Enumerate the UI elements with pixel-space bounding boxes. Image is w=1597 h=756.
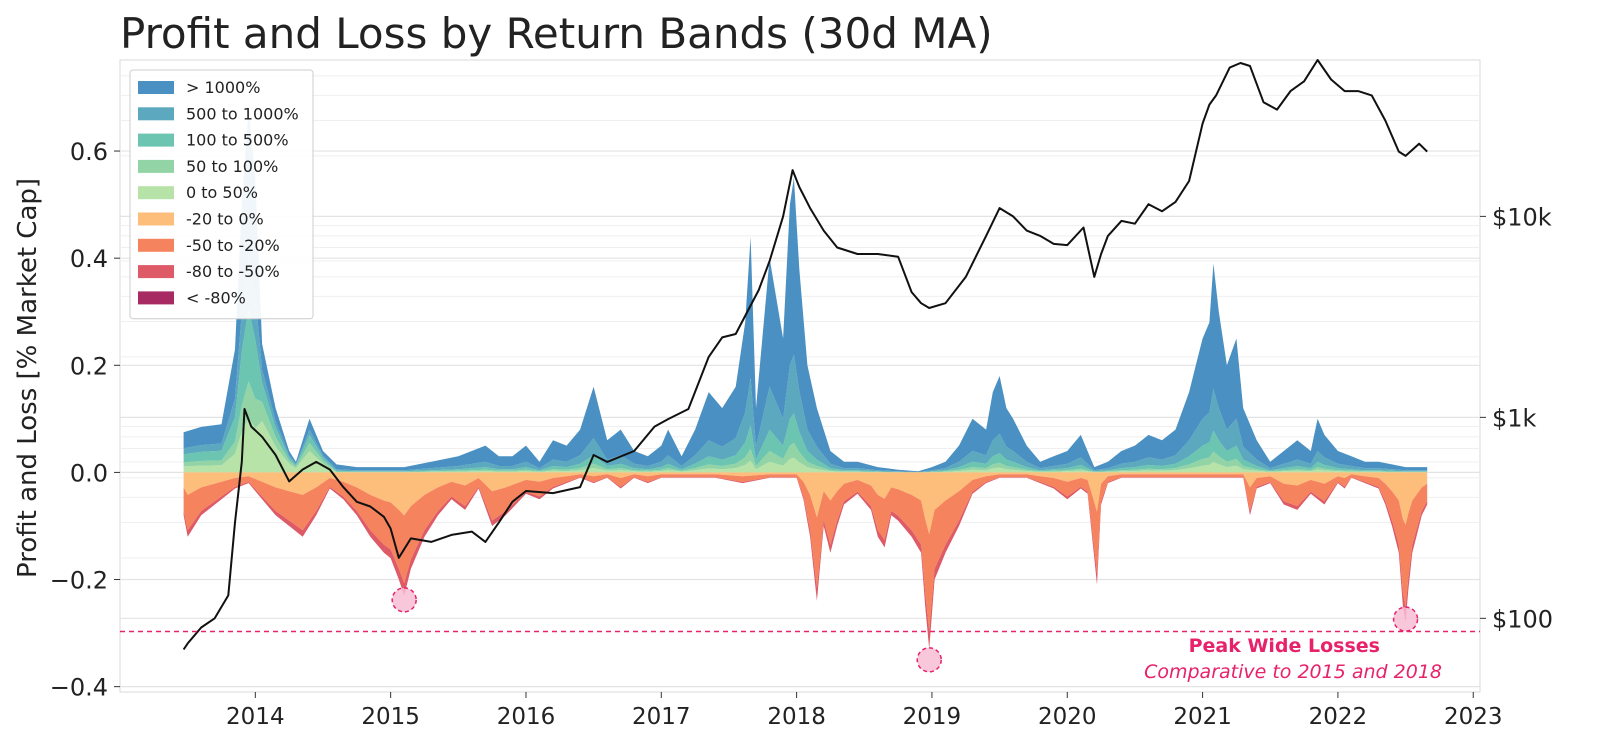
profit-band-4 (183, 108, 1428, 472)
price-tick-label: $100 (1492, 605, 1553, 633)
annotation-subtitle: Comparative to 2015 and 2018 (1144, 661, 1442, 683)
legend-swatch (138, 212, 174, 226)
plot-area: −0.4 −0.2 0.0 0.2 0.4 0.6 $100 $1k $10k 2014 2015 2… (50, 59, 1553, 730)
y-tick-label: −0.4 (50, 674, 108, 702)
legend-swatch (138, 238, 174, 252)
loss-band-1 (183, 474, 1428, 632)
legend-swatch (138, 186, 174, 200)
legend-label: 50 to 100% (186, 157, 278, 176)
annotation-group: Peak Wide Losses Comparative to 2015 and… (120, 587, 1480, 683)
peak-loss-marker (1392, 606, 1419, 632)
x-tick-label: 2017 (632, 704, 691, 730)
legend-label: -20 to 0% (186, 210, 264, 229)
legend-label: -50 to -20% (186, 236, 280, 255)
price-tick-label: $1k (1492, 404, 1537, 432)
legend-swatch (138, 133, 174, 147)
profit-band-3 (183, 253, 1428, 473)
legend-swatch (138, 265, 174, 279)
price-tick-label: $10k (1492, 203, 1552, 231)
legend-label: < -80% (186, 288, 246, 307)
legend-swatch (138, 81, 174, 94)
legend-label: -80 to -50% (186, 262, 280, 281)
y-tick-label: 0.6 (70, 138, 108, 166)
x-tick-label: 2018 (767, 704, 826, 730)
legend-label: > 1000% (186, 78, 260, 97)
x-tick-label: 2016 (497, 704, 556, 730)
y-tick-label: 0.4 (70, 245, 108, 273)
y-tick-label: −0.2 (50, 567, 108, 595)
y-tick-label: 0.0 (70, 459, 108, 487)
chart-title: Profit and Loss by Return Bands (30d MA) (120, 9, 993, 58)
y-axis-label: Profit and Loss [% Market Cap] (13, 178, 43, 578)
legend-label: 100 to 500% (186, 131, 289, 150)
price-line (182, 59, 1428, 651)
legend: > 1000% 500 to 1000% 100 to 500% 50 to 100%… (129, 69, 314, 320)
x-tick-label: 2021 (1173, 704, 1232, 730)
x-tick-label: 2015 (361, 704, 420, 730)
peak-loss-marker (391, 587, 417, 613)
legend-label: 0 to 50% (186, 183, 258, 202)
y-tick-label: 0.2 (70, 352, 108, 380)
loss-band-0 (183, 472, 1428, 535)
loss-band-2 (183, 477, 1428, 650)
legend-swatch (138, 291, 174, 305)
legend-box (129, 69, 314, 320)
x-tick-label: 2019 (903, 704, 962, 730)
legend-swatch (138, 107, 174, 121)
x-tick-label: 2022 (1309, 704, 1368, 730)
legend-label: 500 to 1000% (186, 104, 299, 123)
annotation-title: Peak Wide Losses (1189, 635, 1380, 657)
x-tick-label: 2014 (226, 704, 285, 730)
x-tick-label: 2020 (1038, 704, 1097, 730)
x-tick-label: 2023 (1444, 704, 1503, 730)
legend-swatch (138, 159, 174, 173)
peak-loss-marker (916, 647, 942, 673)
